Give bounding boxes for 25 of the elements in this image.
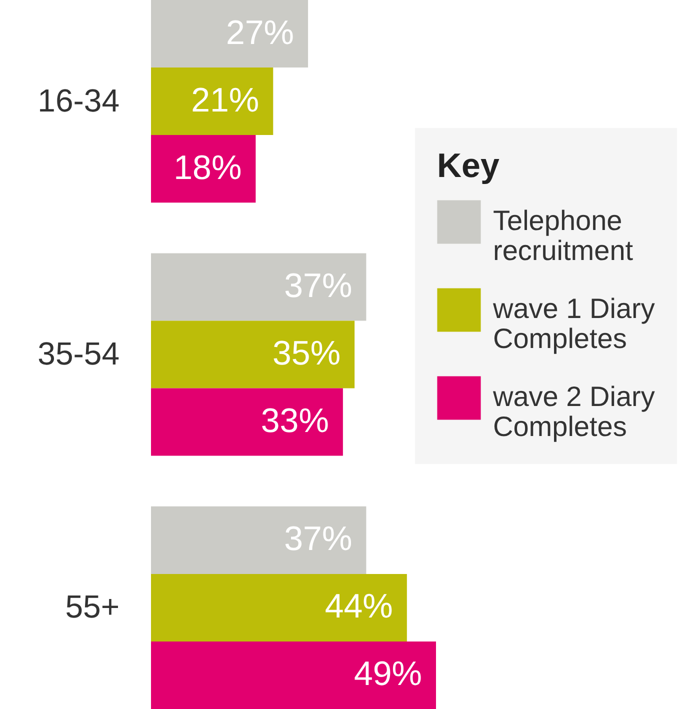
y-tick-label: 16-34 bbox=[38, 82, 120, 118]
bar bbox=[151, 388, 343, 456]
data-label: 35% bbox=[272, 334, 341, 372]
data-label: 37% bbox=[284, 266, 352, 305]
legend-label: wave 2 Diary Completes bbox=[492, 381, 655, 442]
bar bbox=[151, 574, 407, 642]
y-tick-label: 55+ bbox=[65, 588, 120, 625]
data-label: 21% bbox=[191, 81, 260, 120]
legend-title: Key bbox=[437, 147, 500, 185]
data-label: 33% bbox=[260, 402, 329, 440]
bar bbox=[151, 135, 256, 203]
data-label: 44% bbox=[324, 588, 393, 626]
legend-label: Telephone recruitment bbox=[493, 205, 634, 266]
data-label: 37% bbox=[284, 520, 352, 558]
bar bbox=[151, 68, 274, 136]
data-label: 18% bbox=[174, 148, 242, 187]
bar bbox=[151, 641, 436, 709]
bar bbox=[151, 506, 366, 574]
y-tick-label: 35-54 bbox=[38, 336, 120, 372]
bar bbox=[151, 0, 308, 68]
data-label: 27% bbox=[226, 14, 294, 52]
legend-label: wave 1 Diary Completes bbox=[492, 293, 655, 354]
bar bbox=[151, 320, 355, 388]
data-label: 49% bbox=[354, 655, 422, 694]
bar bbox=[151, 253, 366, 321]
